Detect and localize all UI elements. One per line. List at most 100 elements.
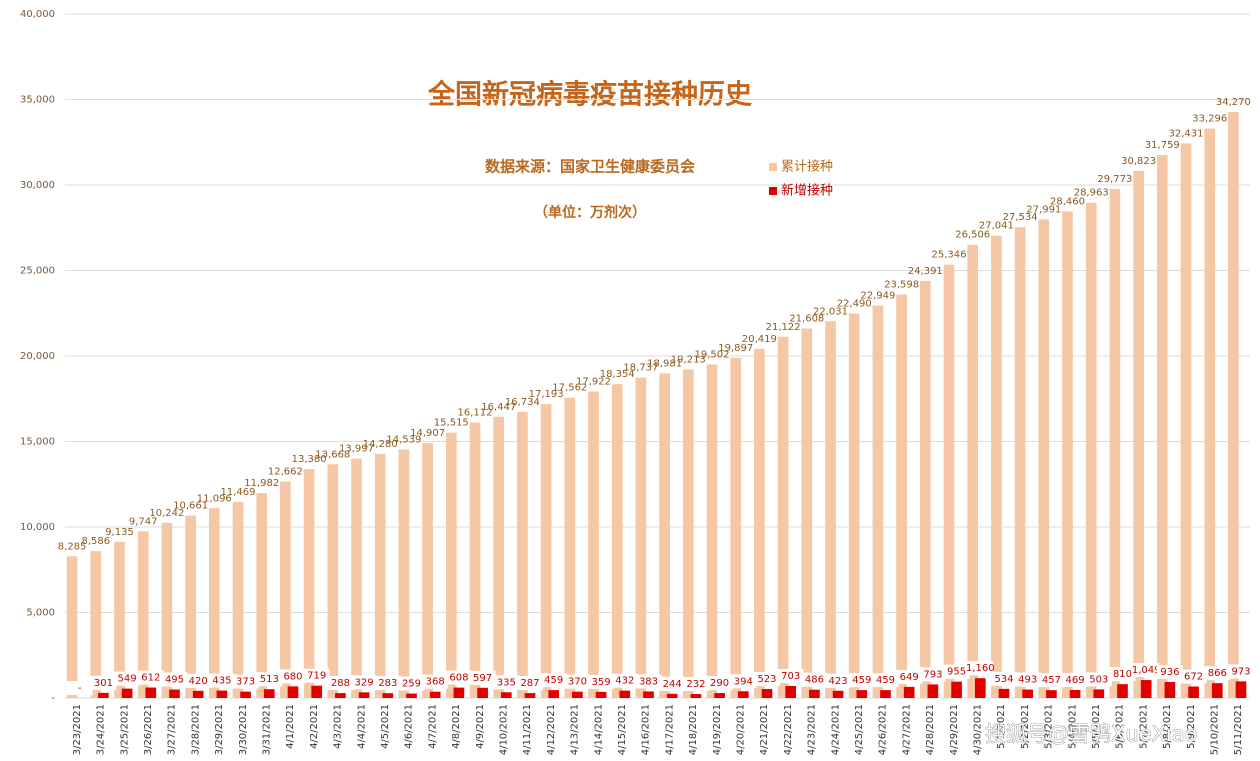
bar [611,384,623,698]
x-tick-label: 4/24/2021 [830,704,841,755]
data-label: 810 [1113,669,1132,680]
data-label: 420 [189,676,208,687]
data-label: 936 [1160,667,1179,678]
bar [500,692,512,698]
bar [659,373,670,698]
label-box [90,675,117,690]
bar [714,693,725,698]
data-label: 23,598 [884,279,919,290]
label-box [1204,666,1231,681]
x-tick-label: 4/7/2021 [427,704,438,749]
data-label: 20,419 [742,334,777,345]
y-tick-label: 25,000 [20,266,55,277]
bar [121,688,133,698]
label-box [232,674,259,689]
data-label: 495 [165,675,184,686]
data-label: 15,515 [434,418,469,429]
bar [682,369,694,698]
data-label: 534 [994,674,1013,685]
bar [540,403,552,698]
bar [1156,154,1168,699]
bar [232,501,244,698]
bar [872,305,884,698]
data-label: 19,502 [695,350,730,361]
data-label: 9,747 [129,516,158,527]
x-tick-label: 5/6/2021 [1115,704,1126,749]
bar [1235,681,1247,698]
data-label: 703 [781,671,800,682]
bar [161,522,173,698]
bar [263,689,275,698]
bar [280,481,291,698]
bar [754,348,765,698]
label-box [1085,672,1112,687]
data-label: 22,490 [837,298,872,309]
data-label: 259 [402,679,421,690]
bar [737,691,749,698]
data-label: 19,213 [671,354,706,365]
label-box [1180,669,1207,684]
bar [192,690,204,698]
data-label: 28,963 [1074,188,1109,199]
data-label: 18,981 [647,358,682,369]
x-tick-label: 3/31/2021 [261,704,272,755]
data-label: 8,586 [81,536,110,547]
data-label: 503 [1089,674,1108,685]
data-label: 1,160 [966,663,995,674]
y-tick-label: 20,000 [20,351,55,362]
subtitle: 数据来源：国家卫生健康委员会 [485,158,695,176]
data-label: 423 [829,676,848,687]
y-tick-label: 35,000 [20,95,55,106]
legend-label: 累计接种 [781,159,833,175]
data-label: 10,661 [173,501,208,512]
x-tick-label: 4/3/2021 [333,704,344,749]
data-label: 22,031 [813,306,848,317]
x-tick-label: 4/21/2021 [759,704,770,755]
bar [327,464,339,698]
x-tick-label: 5/8/2021 [1162,704,1173,749]
label-box [682,677,709,692]
legend-swatch [769,187,777,195]
data-label: 17,922 [576,377,611,388]
label-box [351,675,378,690]
bar [998,688,1010,698]
bar [1204,128,1216,698]
bar [406,693,417,698]
data-label: 16,447 [481,402,516,413]
data-label: 13,380 [292,454,327,465]
label-box [896,669,923,684]
data-label: 793 [923,669,942,680]
data-label: 368 [426,677,445,688]
bar [785,685,797,698]
legend-swatch [769,163,777,171]
label-box [137,670,164,685]
label-box [801,672,828,687]
data-label: 14,907 [410,428,445,439]
label-box [919,667,946,682]
data-label: 597 [473,673,492,684]
x-tick-label: 5/5/2021 [1091,704,1102,749]
label-box [848,673,875,688]
bar [967,244,979,698]
label-box [516,676,543,691]
bar [974,678,986,698]
legend-label: 新增接种 [781,183,833,199]
bar [1062,211,1073,699]
label-box [422,674,449,689]
x-tick-label: 5/9/2021 [1186,704,1197,749]
bar [422,443,433,698]
data-label: 27,041 [979,221,1014,232]
x-tick-label: 3/28/2021 [190,704,201,755]
data-label: 8,285 [58,541,87,552]
label-box [777,668,804,683]
data-label: 22,949 [860,291,895,302]
bar [951,681,962,698]
x-tick-label: 4/11/2021 [522,704,533,755]
x-tick-label: 5/10/2021 [1209,704,1220,755]
bar [287,686,299,698]
bar [635,377,647,698]
data-label: 16,734 [505,397,540,408]
bar [690,694,702,698]
label-box [967,661,994,676]
